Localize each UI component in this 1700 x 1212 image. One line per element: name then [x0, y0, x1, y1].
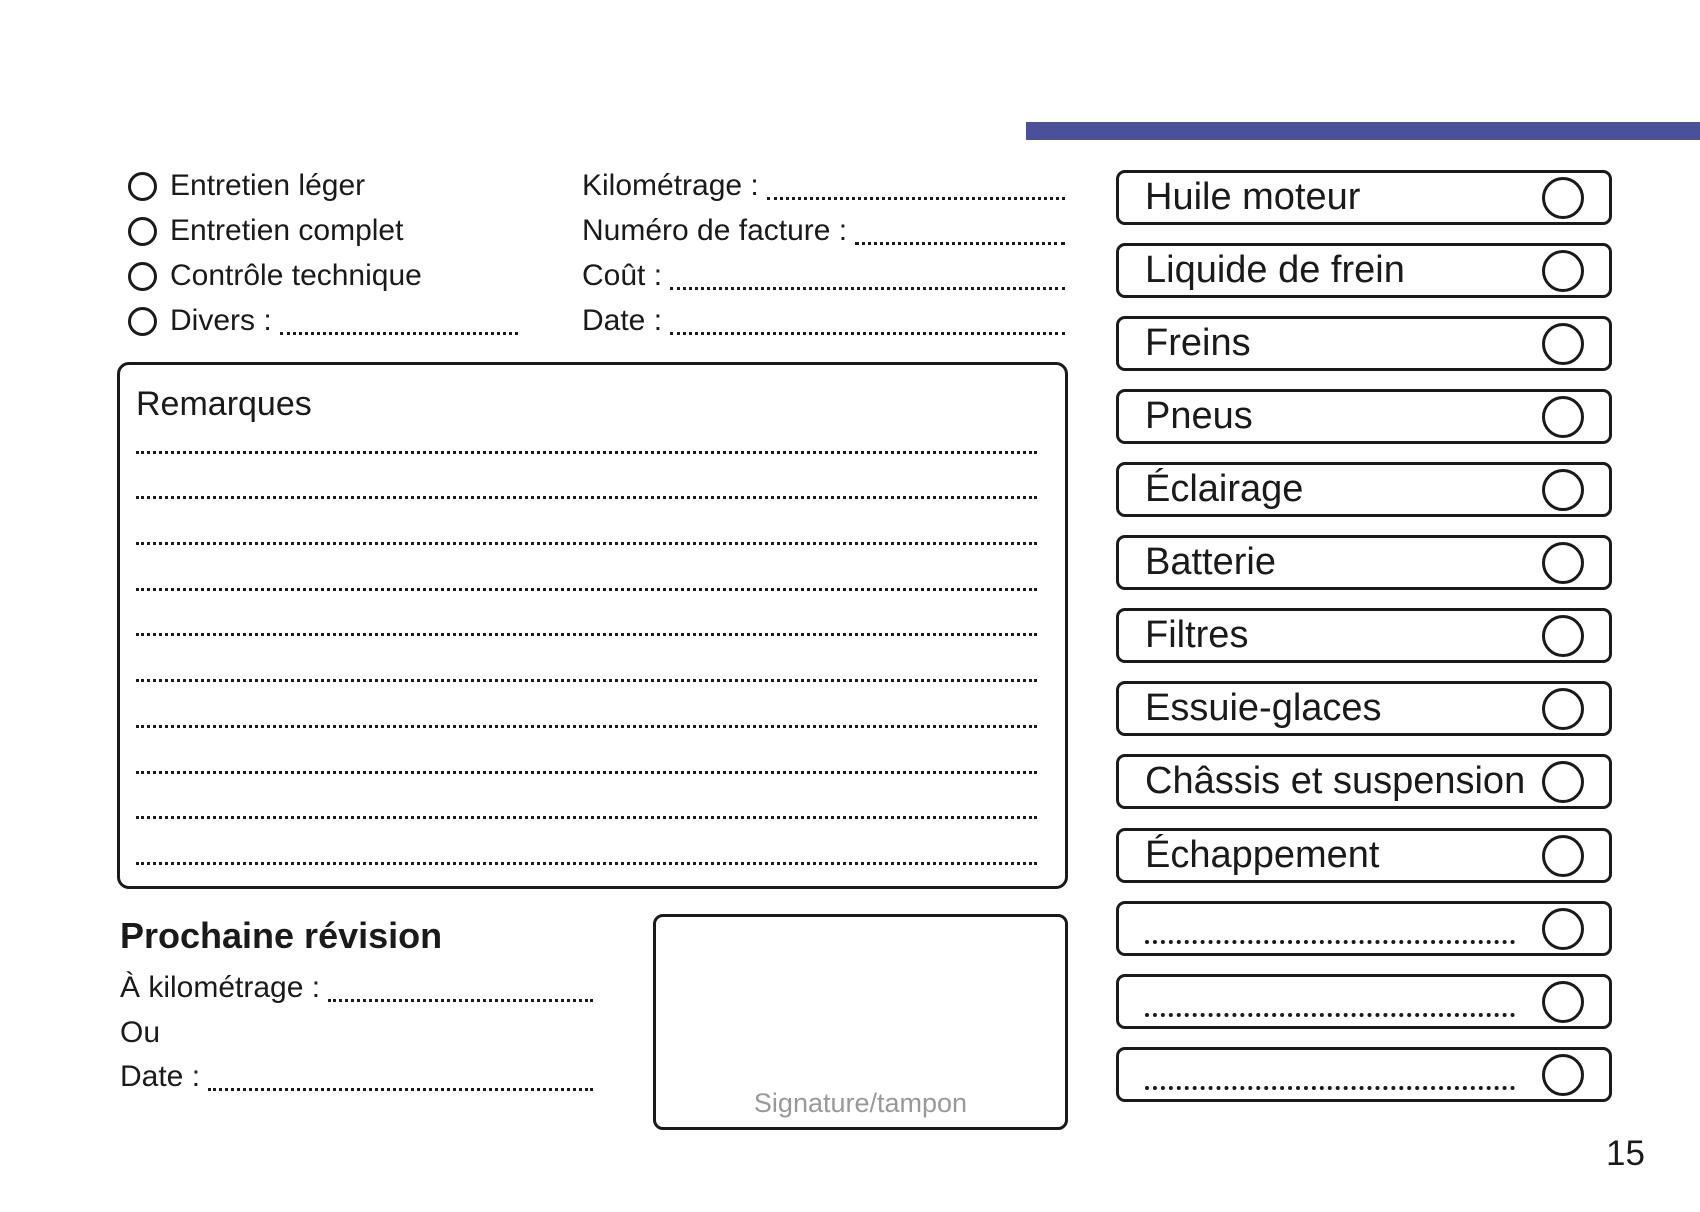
remarks-blank-line	[136, 774, 1037, 820]
service-option-label: Divers :	[170, 304, 272, 337]
status-circle-icon	[1542, 322, 1584, 365]
radio-circle-icon	[128, 171, 157, 201]
status-circle-icon	[1542, 395, 1584, 438]
accent-bar	[1026, 122, 1700, 140]
checklist-blank-row	[1116, 1047, 1612, 1102]
remarks-blank-line	[136, 819, 1037, 865]
status-circle-icon	[1542, 834, 1584, 877]
checklist-row-freins: Freins	[1116, 316, 1612, 371]
checklist-blank-row	[1116, 974, 1612, 1029]
service-option-row-controle-technique: Contrôle technique	[128, 253, 422, 299]
field-label: Ou	[120, 1016, 161, 1049]
checklist-row-eclairage: Éclairage	[1116, 462, 1612, 517]
field-label: Numéro de facture :	[582, 214, 848, 247]
remarks-blank-line	[136, 454, 1037, 500]
next-service-row-ou: Ou	[120, 1010, 160, 1056]
checklist-blank-fill-in-line	[1145, 940, 1515, 944]
checklist-item-label: Pneus	[1145, 395, 1253, 437]
service-option-label: Contrôle technique	[170, 259, 422, 292]
field-label: À kilométrage :	[120, 971, 321, 1004]
field-label: Date :	[120, 1060, 201, 1093]
field-label: Coût :	[582, 259, 663, 292]
divers-fill-in-line	[279, 332, 518, 335]
remarks-blank-line	[136, 591, 1037, 637]
checklist-item-label: Essuie-glaces	[1145, 687, 1382, 729]
checklist-item-label: Châssis et suspension	[1145, 760, 1526, 802]
remarks-blank-line	[136, 728, 1037, 774]
checklist-row-echappement: Échappement	[1116, 828, 1612, 883]
checklist-item-label: Huile moteur	[1145, 176, 1361, 218]
status-circle-icon	[1542, 541, 1584, 584]
checklist-row-batterie: Batterie	[1116, 535, 1612, 590]
checklist-row-pneus: Pneus	[1116, 389, 1612, 444]
signature-caption: Signature/tampon	[753, 1088, 968, 1118]
checklist-row-liquide-de-frein: Liquide de frein	[1116, 243, 1612, 298]
next-service-row-kilometrage: À kilométrage :	[120, 965, 593, 1011]
checklist-blank-fill-in-line	[1145, 1086, 1515, 1090]
next-service-row-date: Date :	[120, 1054, 593, 1100]
radio-circle-icon	[128, 306, 157, 336]
remarks-title: Remarques	[136, 385, 312, 423]
remarks-blank-line	[136, 499, 1037, 546]
checklist-item-label: Batterie	[1145, 541, 1276, 583]
service-option-label: Entretien complet	[170, 214, 404, 247]
status-circle-icon	[1542, 907, 1584, 950]
radio-circle-icon	[128, 216, 157, 246]
signature-box: Signature/tampon	[653, 914, 1068, 1130]
next-service-title: Prochaine révision	[120, 915, 443, 956]
status-circle-icon	[1542, 980, 1584, 1023]
checklist-row-filtres: Filtres	[1116, 608, 1612, 663]
field-row-date: Date :	[582, 298, 1065, 344]
service-option-label: Entretien léger	[170, 169, 366, 202]
radio-circle-icon	[128, 261, 157, 291]
checklist-row-huile-moteur: Huile moteur	[1116, 170, 1612, 225]
remarks-blank-line	[136, 545, 1037, 591]
remarks-lines	[136, 408, 1037, 865]
status-circle-icon	[1542, 760, 1584, 803]
remarks-blank-line	[136, 682, 1037, 728]
checklist-item-label: Échappement	[1145, 834, 1380, 876]
service-option-row-entretien-leger: Entretien léger	[128, 163, 365, 209]
remarks-blank-line	[136, 408, 1037, 454]
field-label: Date :	[582, 304, 663, 337]
checklist-blank-fill-in-line	[1145, 1013, 1515, 1017]
remarks-blank-line	[136, 636, 1037, 683]
checklist-row-essuie-glaces: Essuie-glaces	[1116, 681, 1612, 736]
field-row-kilometrage: Kilométrage :	[582, 163, 1065, 209]
next-kilometrage-fill-in-line	[328, 999, 593, 1002]
status-circle-icon	[1542, 687, 1584, 730]
status-circle-icon	[1542, 176, 1584, 219]
next-date-fill-in-line	[208, 1088, 593, 1091]
field-row-cout: Coût :	[582, 253, 1065, 299]
checklist-item-label: Filtres	[1145, 614, 1249, 656]
checklist-item-label: Liquide de frein	[1145, 249, 1405, 291]
numero-facture-fill-in-line	[855, 242, 1065, 245]
status-circle-icon	[1542, 468, 1584, 511]
status-circle-icon	[1542, 614, 1584, 657]
cout-fill-in-line	[670, 287, 1065, 290]
checklist-item-label: Freins	[1145, 322, 1251, 364]
checklist-blank-row	[1116, 901, 1612, 956]
field-label: Kilométrage :	[582, 169, 759, 202]
page-number: 15	[1606, 1134, 1645, 1173]
checklist-item-label: Éclairage	[1145, 468, 1304, 510]
field-row-numero-facture: Numéro de facture :	[582, 208, 1065, 254]
service-option-row-divers: Divers :	[128, 298, 518, 344]
remarks-box: Remarques	[117, 362, 1068, 889]
checklist-row-chassis-et-suspension: Châssis et suspension	[1116, 754, 1612, 809]
service-option-row-entretien-complet: Entretien complet	[128, 208, 403, 254]
date-fill-in-line	[670, 332, 1065, 335]
kilometrage-fill-in-line	[766, 197, 1065, 200]
status-circle-icon	[1542, 1053, 1584, 1096]
status-circle-icon	[1542, 249, 1584, 292]
